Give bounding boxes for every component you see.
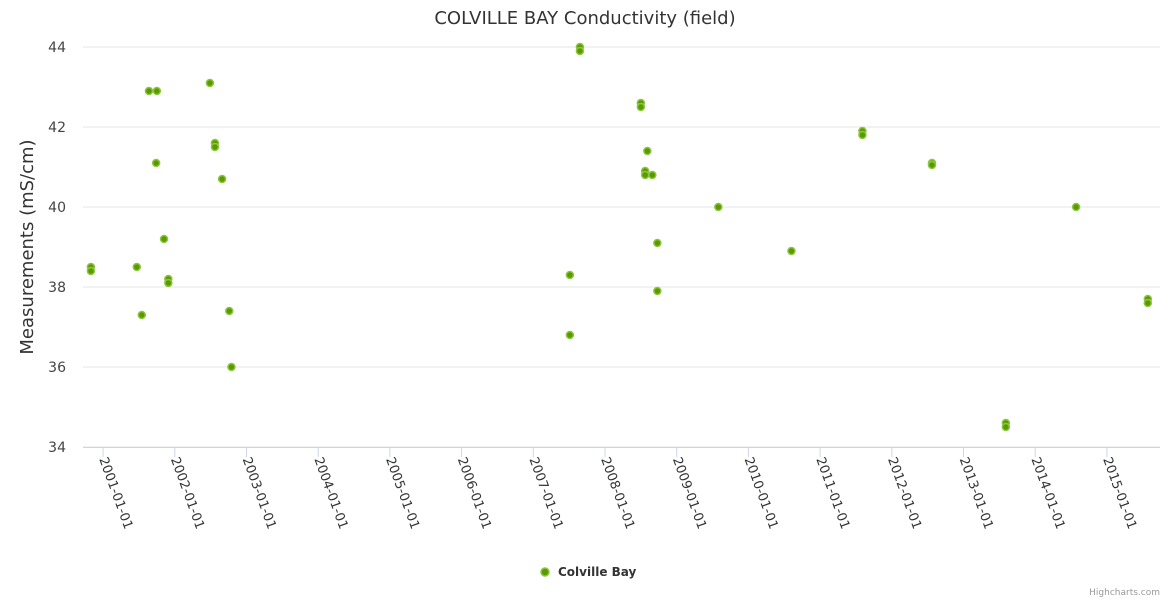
x-tick-label: 2001-01-01 — [95, 455, 135, 531]
x-tick-label: 2007-01-01 — [526, 455, 566, 531]
y-tick-label: 38 — [48, 280, 66, 296]
x-tick-label: 2008-01-01 — [597, 455, 637, 531]
y-tick-label: 34 — [48, 440, 66, 456]
data-point[interactable] — [640, 170, 650, 180]
data-point[interactable] — [164, 278, 173, 288]
y-tick-label: 44 — [48, 40, 66, 56]
data-point[interactable] — [653, 238, 662, 248]
x-tick-label: 2006-01-01 — [454, 455, 494, 531]
data-point[interactable] — [132, 262, 142, 272]
data-point[interactable] — [643, 146, 652, 156]
x-tick-label: 2011-01-01 — [812, 455, 852, 531]
data-point[interactable] — [227, 362, 236, 372]
x-tick-label: 2005-01-01 — [382, 455, 422, 531]
data-point[interactable] — [1001, 422, 1011, 432]
x-tick-label: 2014-01-01 — [1027, 455, 1067, 531]
x-tick-label: 2002-01-01 — [167, 455, 207, 531]
data-point[interactable] — [787, 246, 796, 256]
legend-marker — [540, 567, 550, 577]
chart-title: COLVILLE BAY Conductivity (field) — [434, 8, 735, 29]
legend-label: Colville Bay — [558, 565, 637, 579]
data-point[interactable] — [210, 142, 220, 152]
y-tick-label: 42 — [48, 120, 66, 136]
data-point[interactable] — [217, 174, 227, 184]
data-point[interactable] — [575, 46, 585, 56]
data-point[interactable] — [653, 286, 662, 296]
data-point[interactable] — [927, 160, 937, 170]
x-tick-label: 2003-01-01 — [239, 455, 279, 531]
data-point[interactable] — [152, 86, 162, 96]
x-tick-label: 2015-01-01 — [1099, 455, 1139, 531]
data-point[interactable] — [636, 102, 646, 112]
data-point[interactable] — [648, 170, 657, 180]
data-point[interactable] — [159, 234, 169, 244]
x-tick-label: 2009-01-01 — [669, 455, 709, 531]
credits-link[interactable]: Highcharts.com — [1089, 588, 1160, 598]
data-point[interactable] — [205, 78, 215, 88]
legend-item-colville-bay[interactable]: Colville Bay — [540, 565, 637, 579]
y-tick-label: 40 — [48, 200, 66, 216]
data-point[interactable] — [137, 310, 147, 320]
data-point[interactable] — [1071, 202, 1081, 212]
y-axis-label: Measurements (mS/cm) — [17, 139, 38, 354]
data-point[interactable] — [565, 330, 575, 340]
data-point[interactable] — [144, 86, 154, 96]
y-tick-label: 36 — [48, 360, 66, 376]
data-point[interactable] — [225, 306, 234, 316]
data-point[interactable] — [151, 158, 161, 168]
data-point[interactable] — [858, 130, 867, 140]
data-point[interactable] — [565, 270, 575, 280]
x-tick-label: 2012-01-01 — [884, 455, 924, 531]
x-tick-label: 2010-01-01 — [741, 455, 781, 531]
x-tick-label: 2004-01-01 — [310, 455, 350, 531]
data-point[interactable] — [1143, 298, 1153, 308]
data-point[interactable] — [86, 266, 96, 276]
x-tick-label: 2013-01-01 — [956, 455, 996, 531]
data-point[interactable] — [714, 202, 723, 212]
